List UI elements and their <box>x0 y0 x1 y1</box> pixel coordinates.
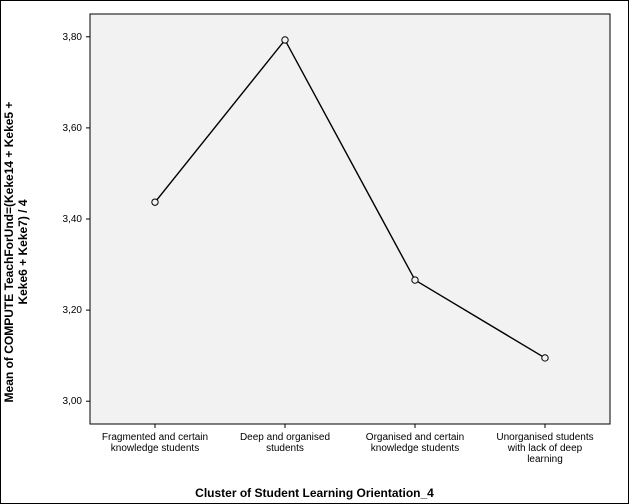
chart-svg: 3,00 3,20 3,40 3,60 3,80 Fragmented and certa… <box>0 0 629 504</box>
y-tick-label: 3,60 <box>63 123 83 134</box>
x-tick-label: knowledge students <box>111 443 199 454</box>
x-tick-label: learning <box>527 454 563 465</box>
x-tick-label: Fragmented and certain <box>102 432 208 443</box>
x-axis-label: Cluster of Student Learning Orientation_… <box>0 486 629 500</box>
x-tick-label: Organised and certain <box>366 432 464 443</box>
y-tick-label: 3,00 <box>63 396 83 407</box>
data-marker <box>152 199 158 205</box>
y-tick-label: 3,80 <box>63 32 83 43</box>
x-tick-label: Unorganised students <box>496 432 593 443</box>
data-marker <box>542 355 548 361</box>
x-tick-label: students <box>266 443 304 454</box>
y-axis-label: Mean of COMPUTE TeachForUnd=(Keke14 + Ke… <box>2 52 30 452</box>
x-tick-label: with lack of deep <box>507 443 583 454</box>
data-marker <box>412 277 418 283</box>
x-tick-label: Deep and organised <box>240 432 330 443</box>
y-tick-label: 3,20 <box>63 305 83 316</box>
chart-container: 3,00 3,20 3,40 3,60 3,80 Fragmented and certa… <box>0 0 629 504</box>
x-tick-label: knowledge students <box>371 443 459 454</box>
y-tick-label: 3,40 <box>63 214 83 225</box>
data-marker <box>282 37 288 43</box>
